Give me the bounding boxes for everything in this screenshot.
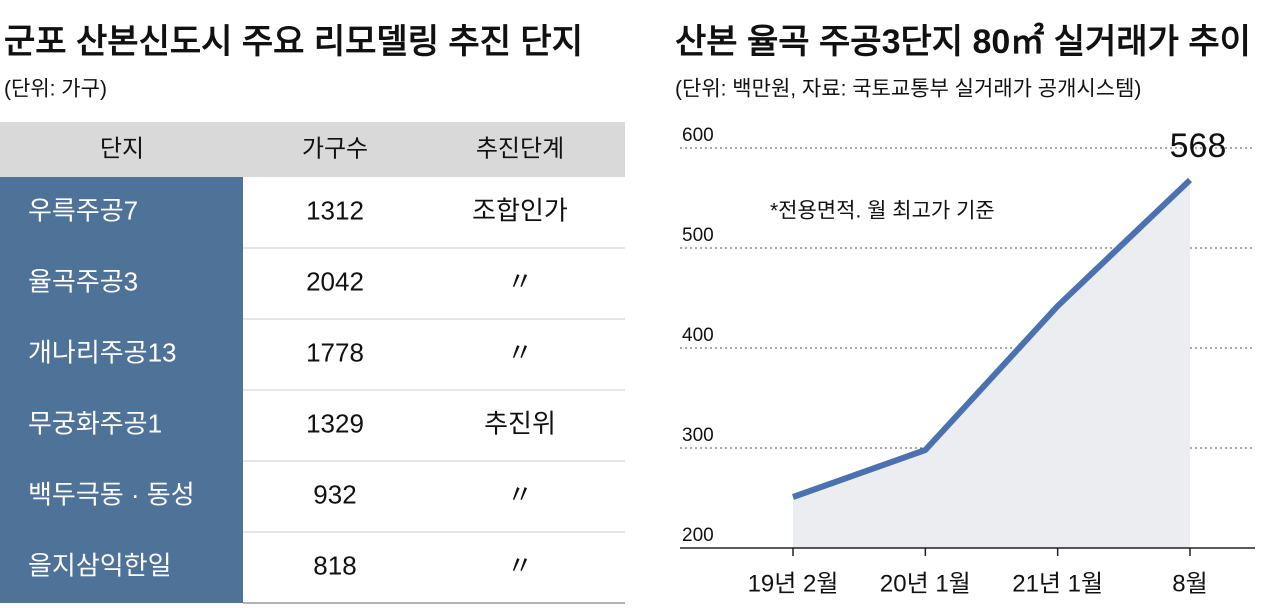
table-cell: 〃 <box>507 266 533 296</box>
x-tick-label: 20년 1월 <box>880 570 971 597</box>
table-subtitle: (단위: 가구) <box>4 78 107 101</box>
table-cell: 개나리주공13 <box>28 337 177 367</box>
table-cell: 율곡주공3 <box>28 266 138 296</box>
table-cell: 2042 <box>306 266 364 296</box>
chart-title: 산본 율곡 주공3단지 80㎡ 실거래가 추이 <box>675 22 1251 61</box>
x-tick-label: 8월 <box>1172 570 1207 597</box>
table-cell: 〃 <box>507 479 533 509</box>
x-tick-label: 19년 2월 <box>748 570 839 597</box>
table-title: 군포 산본신도시 주요 리모델링 추진 단지 <box>4 23 583 61</box>
table-cell: 을지삼익한일 <box>28 550 172 580</box>
table-header-bg <box>0 122 625 177</box>
chart-subtitle: (단위: 백만원, 자료: 국토교통부 실거래가 공개시스템) <box>675 78 1141 101</box>
table-cell: 무궁화주공1 <box>28 408 162 438</box>
first-column-bg <box>0 177 243 603</box>
x-tick-label: 21년 1월 <box>1012 570 1103 597</box>
annotation: *전용면적. 월 최고가 기준 <box>770 200 995 223</box>
y-tick-label: 400 <box>682 325 714 346</box>
table-cell: 추진위 <box>484 408 556 438</box>
table-cell: 818 <box>313 550 356 580</box>
table-header: 단지 <box>100 135 144 162</box>
table-cell: 〃 <box>507 337 533 367</box>
line <box>791 177 1193 500</box>
data-label: 568 <box>1170 127 1227 165</box>
y-tick-label: 200 <box>682 525 714 546</box>
area <box>793 180 1190 548</box>
table-cell: 우륵주공7 <box>28 195 138 225</box>
table-header: 추진단계 <box>476 135 564 162</box>
table-cell: 백두극동 · 동성 <box>28 479 195 509</box>
y-tick-label: 300 <box>682 425 714 446</box>
table-cell: 1329 <box>306 408 364 438</box>
y-tick-label: 500 <box>682 225 714 246</box>
y-tick-label: 600 <box>682 125 714 146</box>
table-cell: 932 <box>313 479 356 509</box>
table-cell: 조합인가 <box>472 195 568 225</box>
table-cell: 1778 <box>306 337 364 367</box>
table-header: 가구수 <box>302 135 368 162</box>
table-cell: 1312 <box>306 195 364 225</box>
table-cell: 〃 <box>507 550 533 580</box>
